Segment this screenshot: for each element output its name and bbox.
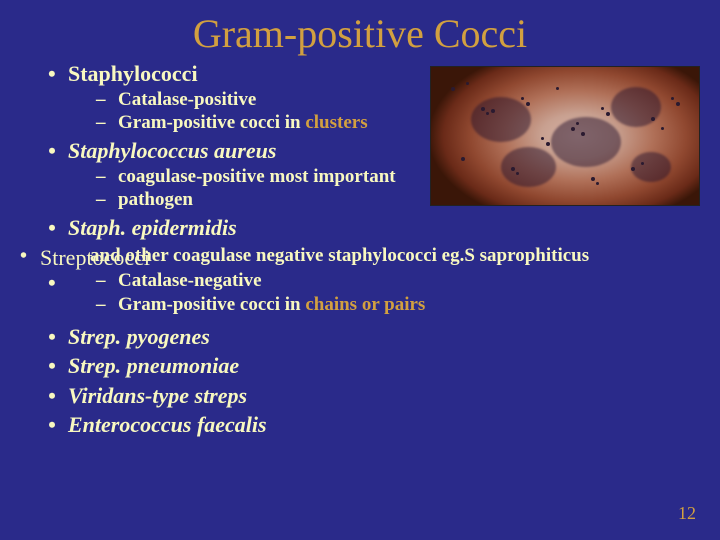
slide-title: Gram-positive Cocci [0, 10, 720, 57]
slide-number: 12 [678, 503, 696, 524]
staph-sub-2b-emph: clusters [305, 112, 367, 133]
staph-sub-2: Gram-positive cocci in clusters [118, 111, 700, 135]
aureus-header-text: Staphylococcus aureus [68, 138, 276, 163]
aureus-header: Staphylococcus aureus coagulase-positive… [68, 137, 700, 212]
strep-sub-2: Gram-positive cocci in chains or pairs [118, 293, 700, 317]
staph-sub-2a: Gram-positive cocci in [118, 112, 305, 133]
strep-sub-2a: Gram-positive cocci in [118, 294, 305, 315]
slide: Gram-positive Cocci [0, 0, 720, 540]
epidermidis-header-text: Staph. epidermidis [68, 215, 237, 240]
strep-label: Streptococci [40, 244, 150, 272]
species-4: Enterococcus faecalis [68, 411, 700, 439]
staph-header-text: Staphylococci [68, 61, 198, 86]
strep-sub-1: Catalase-negative [118, 269, 700, 293]
epidermidis-header: Staph. epidermidis [68, 214, 700, 242]
slide-body: Staphylococci Catalase-positive Gram-pos… [40, 58, 700, 439]
species-2: Strep. pneumoniae [68, 352, 700, 380]
strep-sub-2b-emph: chains or pairs [305, 294, 425, 315]
species-3: Viridans-type streps [68, 382, 700, 410]
strep-overlap-row: • Streptococci and other coagulase negat… [40, 244, 700, 268]
staph-header: Staphylococci Catalase-positive Gram-pos… [68, 60, 700, 135]
staph-sub-1: Catalase-positive [118, 88, 700, 112]
aureus-sub-1: coagulase-positive most important [118, 165, 700, 189]
aureus-sub-2: pathogen [118, 188, 700, 212]
species-1: Strep. pyogenes [68, 323, 700, 351]
strep-bullet: • [20, 244, 27, 269]
